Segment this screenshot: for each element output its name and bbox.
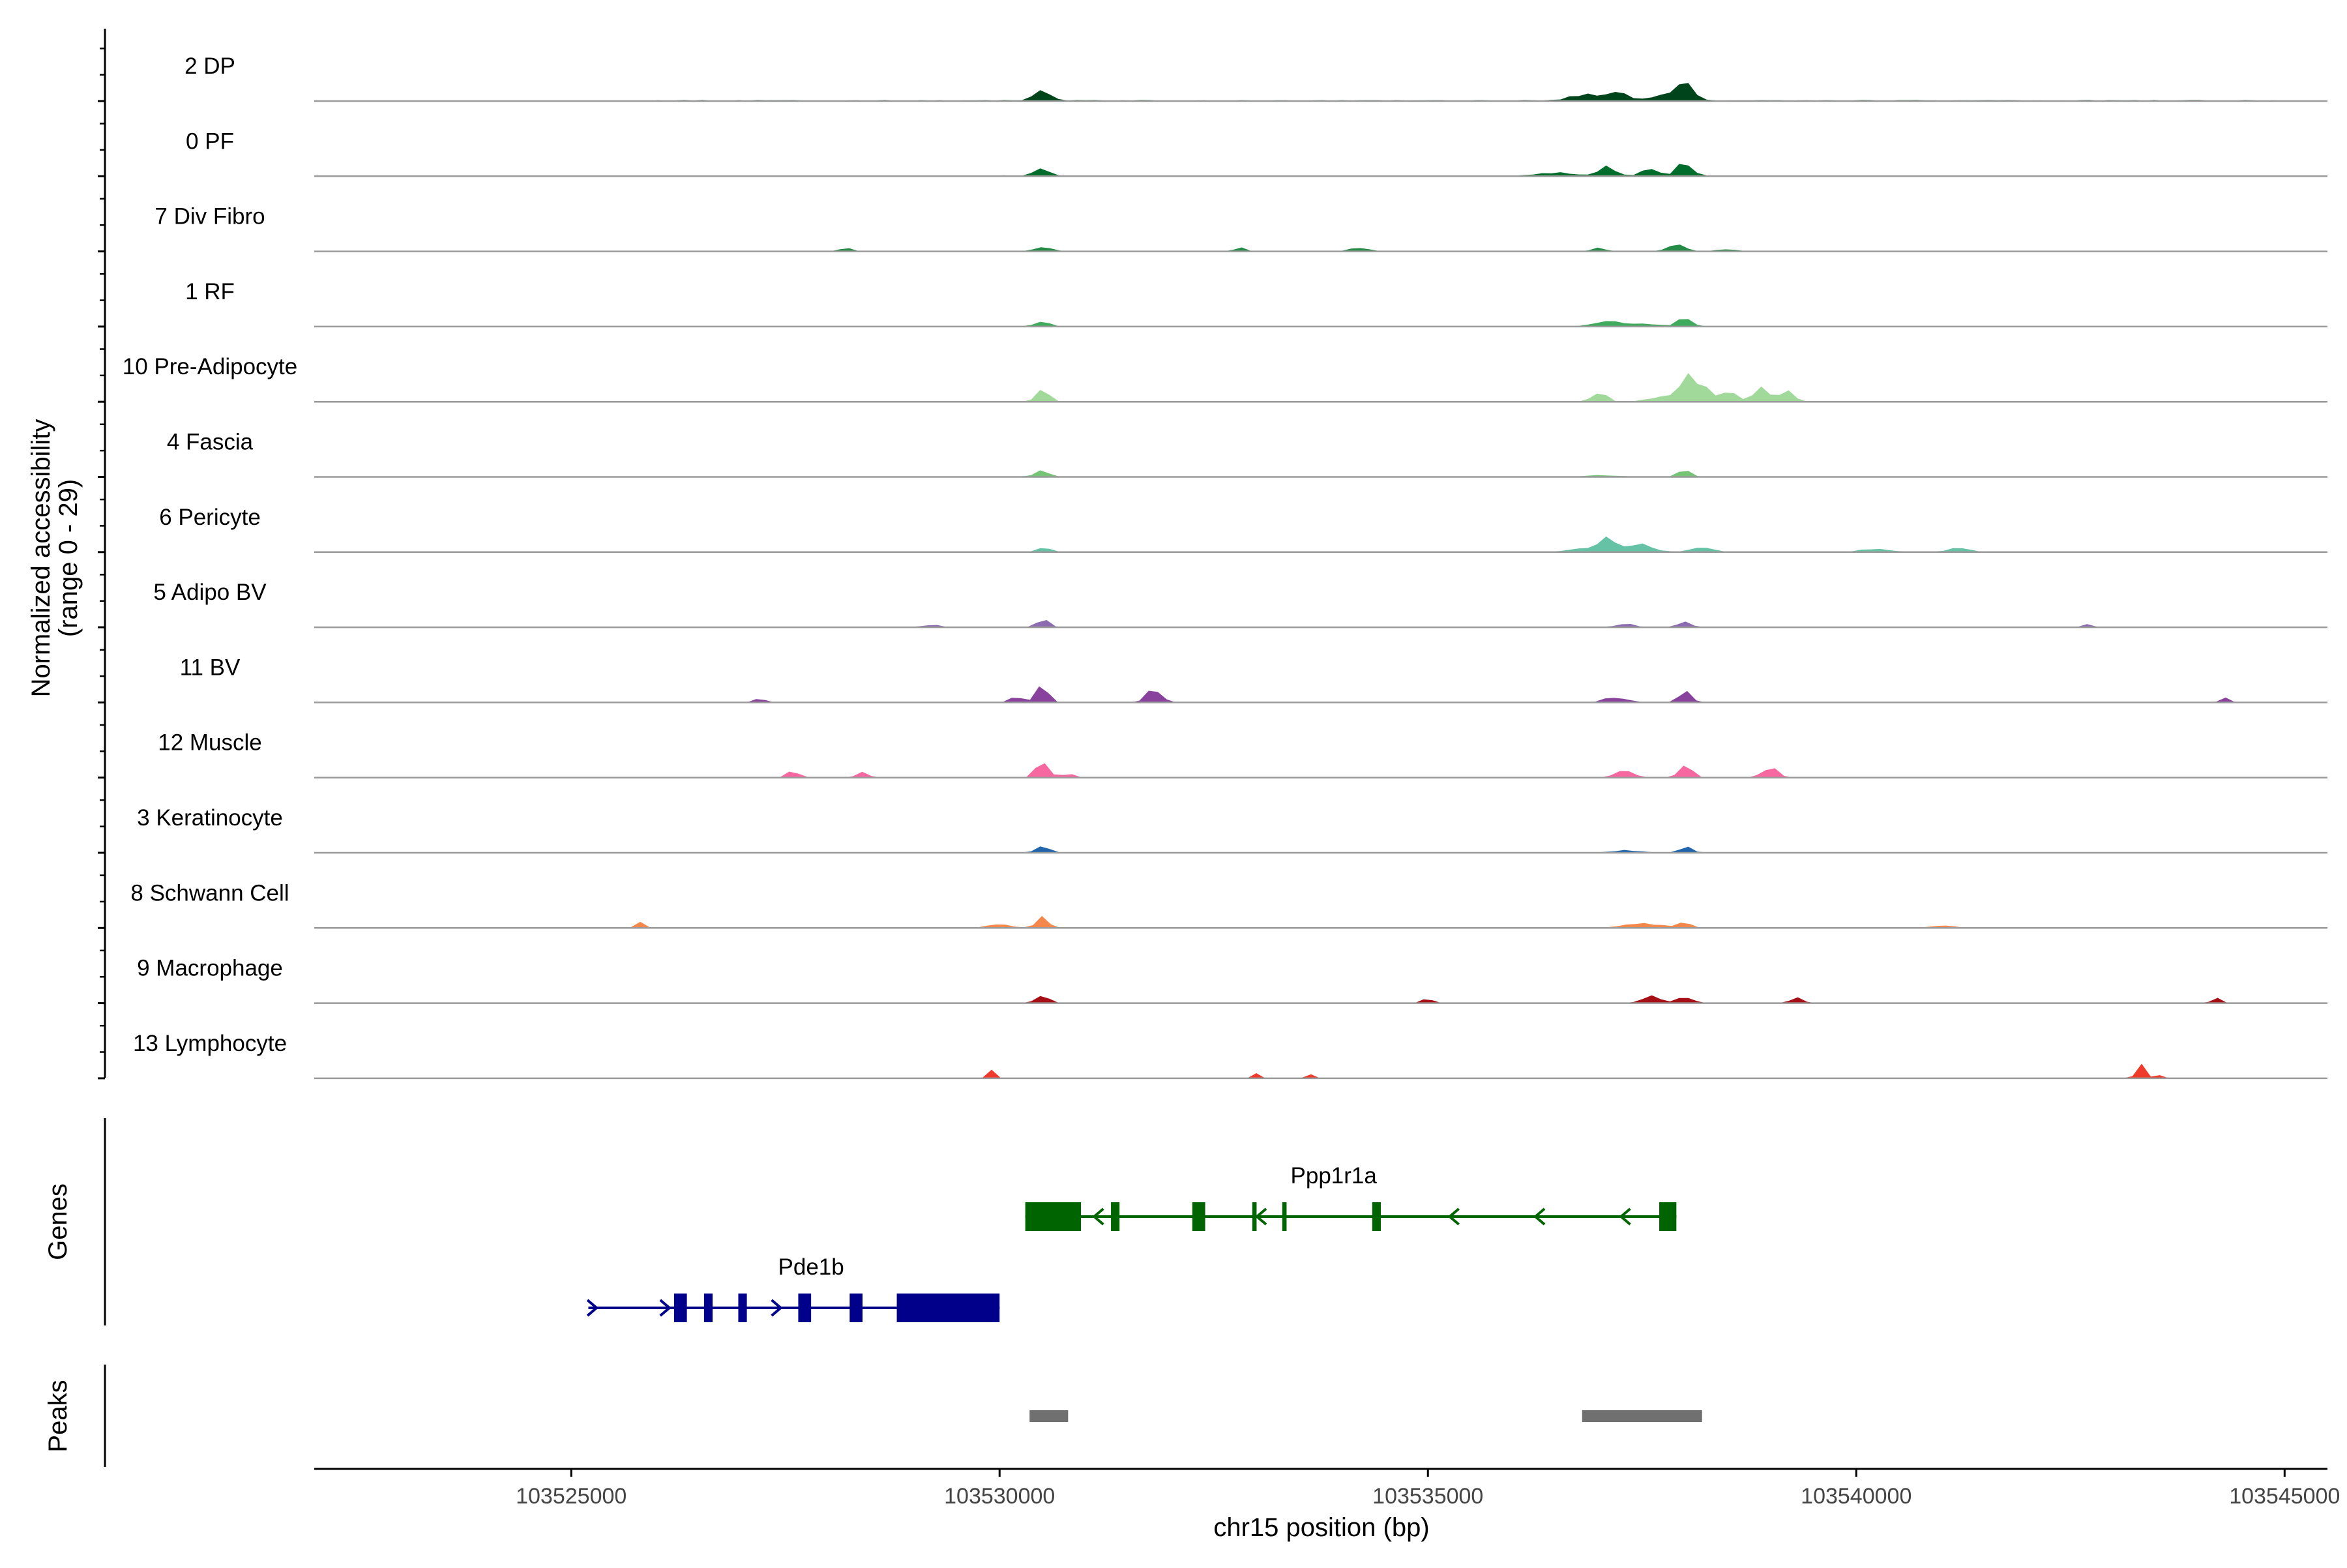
coverage-area xyxy=(657,536,2285,552)
genes-panel-label: Genes xyxy=(44,1183,72,1260)
track-label: 8 Schwann Cell xyxy=(130,880,289,906)
x-tick-label: 103525000 xyxy=(516,1484,627,1509)
gene-name-label: Ppp1r1a xyxy=(1291,1163,1378,1189)
strand-arrow xyxy=(659,1299,672,1317)
strand-arrow xyxy=(1254,1207,1267,1226)
track-4: 1 RF xyxy=(185,279,2327,328)
track-label: 13 Lymphocyte xyxy=(133,1031,287,1056)
coverage-area xyxy=(673,686,2242,703)
gene-exon xyxy=(673,1294,687,1322)
gene-exon xyxy=(798,1294,812,1322)
gene-exon xyxy=(1659,1202,1677,1231)
track-label: 12 Muscle xyxy=(158,730,262,756)
gene-ppp1r1a: Ppp1r1a xyxy=(1025,1163,1677,1231)
gene-exon xyxy=(1111,1202,1120,1231)
track-label: 2 DP xyxy=(185,53,235,79)
y-axis-label: Normalized accessibility xyxy=(27,419,55,698)
coverage-area xyxy=(700,620,2285,628)
gene-pde1b: Pde1b xyxy=(586,1254,1000,1322)
peak-region xyxy=(1029,1410,1069,1422)
gene-exon xyxy=(1282,1202,1287,1231)
gene-exon xyxy=(1025,1202,1082,1231)
coverage-area xyxy=(657,995,2285,1003)
track-label: 4 Fascia xyxy=(167,430,254,455)
y-axis-label-range: (range 0 - 29) xyxy=(54,479,83,637)
gene-exon xyxy=(703,1294,713,1322)
gene-exon xyxy=(1192,1202,1205,1231)
strand-arrow xyxy=(1619,1207,1631,1226)
coverage-area xyxy=(657,83,2285,101)
track-2: 0 PF xyxy=(186,128,2327,177)
track-8: 5 Adipo BV xyxy=(153,580,2327,629)
gene-exon xyxy=(849,1294,863,1322)
coverage-area xyxy=(785,244,2028,252)
coverage-area xyxy=(631,915,2114,928)
track-label: 7 Div Fibro xyxy=(155,204,265,229)
coverage-area xyxy=(588,763,2285,778)
track-label: 1 RF xyxy=(185,279,235,304)
coverage-area xyxy=(657,373,2114,402)
gene-exon xyxy=(1252,1202,1257,1231)
track-3: 7 Div Fibro xyxy=(155,204,2327,252)
track-6: 4 Fascia xyxy=(167,430,2327,478)
strand-arrow xyxy=(1533,1207,1546,1226)
peak-regions xyxy=(1029,1410,1702,1422)
peaks-panel-label: Peaks xyxy=(44,1380,72,1452)
track-12: 8 Schwann Cell xyxy=(130,880,2327,929)
track-label: 0 PF xyxy=(186,128,234,154)
coverage-area xyxy=(657,319,2285,327)
track-label: 5 Adipo BV xyxy=(153,580,267,605)
track-5: 10 Pre-Adipocyte xyxy=(123,354,2327,403)
gene-annotations: Ppp1r1a Pde1b xyxy=(586,1163,1677,1322)
track-10: 12 Muscle xyxy=(158,730,2327,778)
gene-exon xyxy=(1372,1202,1381,1231)
gene-exon xyxy=(896,1294,1000,1322)
strand-arrow xyxy=(586,1299,599,1317)
strand-arrow xyxy=(1092,1207,1104,1226)
track-label: 9 Macrophage xyxy=(137,956,283,981)
track-11: 3 Keratinocyte xyxy=(137,805,2327,854)
track-label: 6 Pericyte xyxy=(159,505,261,530)
track-label: 10 Pre-Adipocyte xyxy=(123,354,297,379)
x-tick-label: 103530000 xyxy=(944,1484,1055,1509)
track-9: 11 BV xyxy=(180,655,2327,703)
gene-name-label: Pde1b xyxy=(778,1254,844,1280)
x-tick-label: 103540000 xyxy=(1801,1484,1912,1509)
x-tick-label: 103545000 xyxy=(2229,1484,2340,1509)
track-1: 2 DP xyxy=(185,53,2327,102)
track-14: 13 Lymphocyte xyxy=(133,1031,2327,1080)
coverage-area xyxy=(982,1063,2182,1078)
x-tick-label: 103535000 xyxy=(1372,1484,1483,1509)
track-label: 3 Keratinocyte xyxy=(137,805,283,831)
coverage-tracks: 2 DP 0 PF 7 Div Fibro 1 RF 10 Pre-Adipocyte 4… xyxy=(123,53,2327,1080)
coverage-area xyxy=(657,846,2285,853)
peak-region xyxy=(1582,1410,1702,1422)
track-label: 11 BV xyxy=(180,655,241,680)
track-7: 6 Pericyte xyxy=(159,505,2327,554)
strand-arrow xyxy=(771,1299,783,1317)
strand-arrow xyxy=(1447,1207,1460,1226)
x-axis-label: chr15 position (bp) xyxy=(1213,1513,1429,1542)
axes: 103525000 103530000 103535000 103540000 1035… xyxy=(98,29,2340,1509)
coverage-area xyxy=(657,470,2285,477)
coverage-area xyxy=(657,164,2285,177)
gene-exon xyxy=(738,1294,747,1322)
x-axis-ticks: 103525000 103530000 103535000 103540000 1035… xyxy=(516,1469,2340,1509)
track-13: 9 Macrophage xyxy=(137,956,2327,1004)
y-axis-ticks xyxy=(98,48,105,1080)
